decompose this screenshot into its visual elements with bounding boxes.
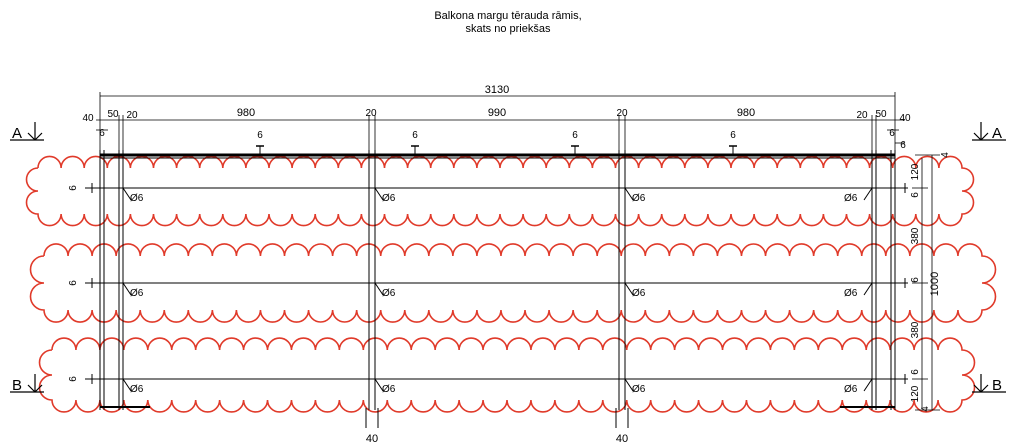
section-mark-b-left: B — [12, 377, 22, 394]
dim-top-980-a: 980 — [237, 107, 255, 119]
dim-overall-width: 3130 — [485, 84, 509, 96]
dim-small-6-1: 6 — [257, 130, 263, 141]
dim-top-40-left: 40 — [82, 113, 94, 124]
dim-small-6-3: 6 — [572, 130, 578, 141]
dim-top-20-d: 20 — [856, 110, 868, 121]
rod-label-r3-c1: Ø6 — [130, 384, 144, 395]
dim-right-120-top: 120 — [910, 163, 921, 180]
rod-label-r1-c4: Ø6 — [844, 193, 858, 204]
dim-right-380-b: 380 — [910, 321, 921, 338]
right-dimension-lines — [912, 154, 940, 411]
drawing-title-line1: Balkona margu tērauda rāmis, — [434, 10, 582, 22]
dim-bottom-40-left: 40 — [366, 433, 378, 445]
rod-label-r1-c3: Ø6 — [632, 193, 646, 204]
dim-right-120-bottom: 120 — [910, 385, 921, 402]
dim-left-6-c: 6 — [68, 376, 79, 382]
rod-label-r1-c1: Ø6 — [130, 193, 144, 204]
dim-small-6-5: 6 — [889, 128, 895, 139]
dim-top-980-b: 980 — [737, 107, 755, 119]
drawing-title-line2: skats no priekšas — [465, 23, 551, 35]
rod-label-r2-c3: Ø6 — [632, 288, 646, 299]
section-marks — [10, 122, 1006, 393]
top-dimension-lines — [96, 92, 905, 150]
dim-top-20-c: 20 — [616, 108, 628, 119]
dim-small-6-4: 6 — [730, 130, 736, 141]
dim-left-6-b: 6 — [68, 280, 79, 286]
dim-top-990: 990 — [488, 107, 506, 119]
rod-label-r3-c3: Ø6 — [632, 384, 646, 395]
dim-right-6-c: 6 — [910, 369, 921, 375]
dim-top-50-left: 50 — [107, 109, 119, 120]
dim-top-40-right: 40 — [899, 113, 911, 124]
rod-label-r2-c1: Ø6 — [130, 288, 144, 299]
rod-label-r2-c2: Ø6 — [382, 288, 396, 299]
dim-right-6-b: 6 — [910, 277, 921, 283]
dim-top-50-right: 50 — [875, 109, 887, 120]
dim-right-overall-height: 1000 — [929, 272, 941, 296]
rod-label-r3-c2: Ø6 — [382, 384, 396, 395]
rod-label-r3-c4: Ø6 — [844, 384, 858, 395]
section-mark-a-left: A — [12, 125, 22, 142]
rod-label-r1-c2: Ø6 — [382, 193, 396, 204]
dim-right-4-top: 4 — [940, 152, 951, 158]
dim-top-20-a: 20 — [126, 110, 138, 121]
section-mark-b-right: B — [992, 377, 1002, 394]
rod-label-r2-c4: Ø6 — [844, 288, 858, 299]
section-mark-a-right: A — [992, 125, 1002, 142]
dim-small-6-6: 6 — [900, 140, 906, 151]
dim-top-20-b: 20 — [365, 108, 377, 119]
dim-left-6-a: 6 — [68, 185, 79, 191]
frame-geometry — [85, 145, 908, 428]
dim-right-4-bottom: 4 — [920, 406, 931, 412]
dim-small-6-2: 6 — [412, 130, 418, 141]
dim-right-6-a: 6 — [910, 192, 921, 198]
dim-small-6-left: 6 — [99, 128, 105, 139]
dim-bottom-40-right: 40 — [616, 433, 628, 445]
dim-right-380-a: 380 — [910, 227, 921, 244]
